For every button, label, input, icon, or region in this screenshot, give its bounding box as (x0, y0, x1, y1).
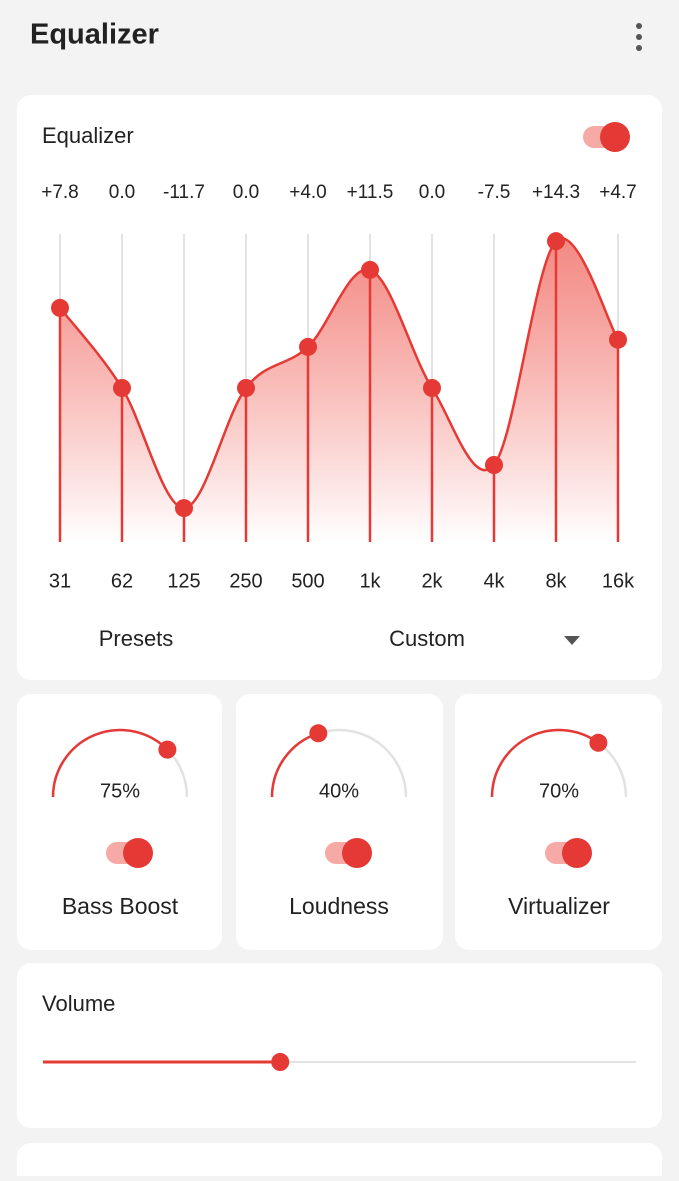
knob-value: 40% (319, 780, 359, 802)
preset-select[interactable]: Custom (389, 626, 465, 651)
knob-card (17, 694, 222, 950)
next-card (17, 1143, 662, 1181)
band-label: 250 (229, 570, 262, 592)
band-label: 125 (167, 570, 200, 592)
knob-card (455, 694, 662, 950)
knob-arc (51, 728, 169, 798)
band-label: 1k (359, 570, 381, 592)
knob-arc (270, 732, 319, 798)
band-value: +7.8 (41, 182, 79, 203)
eq-area (60, 238, 618, 542)
band-value: +14.3 (532, 182, 580, 203)
band-label: 31 (49, 570, 71, 592)
band-label: 62 (111, 570, 133, 592)
knob-name: Loudness (289, 893, 389, 919)
band-label: 16k (602, 570, 635, 592)
menu-button[interactable] (636, 23, 642, 51)
knob-toggle-thumb[interactable] (562, 838, 592, 868)
band-handle[interactable] (485, 456, 503, 474)
band-value: -11.7 (163, 182, 205, 203)
band-handle[interactable] (237, 379, 255, 397)
volume-card (17, 963, 662, 1128)
band-label: 8k (545, 570, 567, 592)
band-label: 500 (291, 570, 324, 592)
dropdown-arrow[interactable] (564, 636, 580, 645)
knob-handle[interactable] (158, 740, 177, 759)
knob-toggle-thumb[interactable] (123, 838, 153, 868)
band-value: 0.0 (109, 182, 135, 203)
band-label: 2k (421, 570, 443, 592)
eq-title: Equalizer (42, 123, 134, 148)
band-label: 4k (483, 570, 505, 592)
eq-toggle-thumb[interactable] (600, 122, 630, 152)
band-handle[interactable] (609, 330, 627, 349)
band-value: 0.0 (233, 182, 259, 203)
band-value: -7.5 (478, 182, 511, 203)
knob-handle[interactable] (589, 733, 608, 752)
band-handle[interactable] (175, 499, 193, 518)
knob-toggle-thumb[interactable] (342, 838, 372, 868)
band-value: +4.7 (599, 182, 637, 203)
band-value: +11.5 (347, 182, 394, 203)
knob-value: 75% (100, 780, 140, 802)
knob-handle[interactable] (309, 724, 328, 743)
knob-value: 70% (539, 780, 579, 802)
knob-arc (490, 728, 600, 798)
knob-name: Bass Boost (62, 893, 179, 919)
band-handle[interactable] (361, 260, 379, 279)
band-value: +4.0 (289, 182, 327, 203)
presets-label: Presets (99, 626, 174, 651)
band-handle[interactable] (547, 232, 565, 251)
band-handle[interactable] (51, 298, 69, 317)
band-handle[interactable] (423, 379, 441, 397)
app-title: Equalizer (30, 19, 159, 51)
volume-label: Volume (42, 991, 115, 1016)
band-value: 0.0 (419, 182, 445, 203)
band-handle[interactable] (113, 379, 131, 397)
knob-name: Virtualizer (508, 893, 610, 919)
knob-card (236, 694, 443, 950)
eq-curve (59, 237, 620, 510)
volume-thumb[interactable] (271, 1053, 290, 1071)
band-handle[interactable] (299, 337, 317, 356)
